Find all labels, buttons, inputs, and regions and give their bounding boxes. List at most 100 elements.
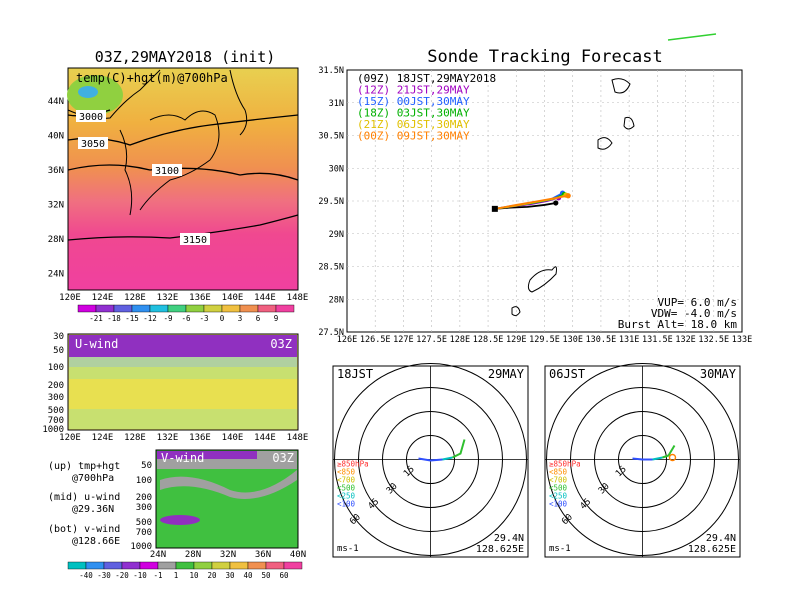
hodograph-time: 18JST xyxy=(337,367,373,381)
island-south xyxy=(511,266,557,317)
track-y-axis: 27.5N 28N 28.5N 29N 29.5N 30N 30.5N 31N 31.5N xyxy=(318,66,344,338)
hodograph-unit: ms-1 xyxy=(337,544,359,554)
init-title: 03Z,29MAY2018 (init) xyxy=(95,48,276,66)
wind-colorbar-cell xyxy=(265,561,285,570)
v-panel-time: 03Z xyxy=(272,451,294,465)
track-x-tick: 131.5E xyxy=(642,335,673,345)
temp-colorbar-label: -18 xyxy=(107,314,121,323)
u-lon-tick: 132E xyxy=(157,433,179,443)
u-wind-band-1 xyxy=(69,367,297,379)
v-panel-label: V-wind xyxy=(161,451,204,465)
hodograph-trace xyxy=(418,457,443,462)
map-lon-tick: 128E xyxy=(124,293,146,303)
u-pressure-tick: 1000 xyxy=(42,425,64,435)
u-wind-band-2 xyxy=(69,379,297,409)
map-lon-axis: 120E 124E 128E 132E 136E 140E 144E 148E xyxy=(59,293,308,303)
track-legend-entry: (09Z) 18JST,29MAY2018 xyxy=(357,72,496,85)
track-x-tick: 128.5E xyxy=(473,335,504,345)
map-lon-tick: 120E xyxy=(59,293,81,303)
wind-colorbar-label: -10 xyxy=(133,571,147,580)
track-y-tick: 30.5N xyxy=(318,132,344,142)
v-wind-gray-band xyxy=(160,470,297,499)
hodograph-level-legend: <250 xyxy=(549,492,568,501)
track-x-tick: 127E xyxy=(393,335,413,345)
hodograph-level-legend: ≥850hPa xyxy=(549,460,581,469)
wind-colorbar-label: 10 xyxy=(189,571,199,580)
wind-colorbar-cell xyxy=(175,561,195,570)
wind-colorbar-cell xyxy=(121,561,141,570)
temp-colorbar-cell xyxy=(113,304,133,313)
u-lon-tick: 136E xyxy=(189,433,211,443)
track-x-axis: 126E 126.5E 127E 127.5E 128E 128.5E 129E 129.5E… xyxy=(337,335,752,345)
v-pressure-tick: 700 xyxy=(136,528,152,538)
track-y-tick: 28.5N xyxy=(318,263,344,273)
legend-bot-1: (bot) v-wind xyxy=(48,524,120,535)
cold-core xyxy=(78,86,98,98)
track-y-tick: 28N xyxy=(329,295,344,305)
track-y-tick: 30N xyxy=(329,164,344,174)
map-lon-tick: 124E xyxy=(92,293,114,303)
temp-colorbar-cell xyxy=(167,304,187,313)
wind-colorbar-label: 20 xyxy=(207,571,217,580)
u-wind-weak xyxy=(69,357,297,367)
v-wind-blob xyxy=(160,515,200,525)
v-lat-tick: 32N xyxy=(220,550,236,560)
island-north xyxy=(597,78,635,150)
temp-colorbar-cell xyxy=(221,304,241,313)
wind-colorbar-cell xyxy=(193,561,213,570)
legend-up-1: (up) tmp+hgt xyxy=(48,461,120,472)
map-lat-tick: 32N xyxy=(48,201,64,211)
label-bg-3000 xyxy=(76,110,106,122)
wind-colorbar-label: 30 xyxy=(225,571,235,580)
v-wind-north xyxy=(157,451,257,459)
track-x-tick: 126.5E xyxy=(360,335,391,345)
u-lon-axis: 120E 124E 128E 132E 136E 140E 144E 148E xyxy=(59,433,308,443)
temp-colorbar-label: -21 xyxy=(89,314,103,323)
temp-map-panel: 03Z,29MAY2018 (init) 3000 3050 3100 3150… xyxy=(48,48,309,303)
hodograph-level-legend: <500 xyxy=(549,484,568,493)
temp-colorbar-cell xyxy=(257,304,277,313)
wind-colorbar-label: -30 xyxy=(97,571,111,580)
wind-colorbar-cell xyxy=(283,561,303,570)
u-panel-time: 03Z xyxy=(270,337,292,351)
hodograph-level-legend: <100 xyxy=(337,500,356,509)
v-lat-tick: 28N xyxy=(185,550,201,560)
temp-colorbar-cell xyxy=(77,304,97,313)
hodograph-unit: ms-1 xyxy=(549,544,571,554)
temp-colorbar: -21 -18 -15 -12 -9 -6 -3 0 3 6 9 xyxy=(77,304,295,323)
temp-colorbar-label: 0 xyxy=(220,314,225,323)
hodograph-level-legend: <100 xyxy=(549,500,568,509)
hodograph-lat: 29.4N xyxy=(706,533,736,544)
u-lon-tick: 148E xyxy=(287,433,309,443)
wind-colorbar-label: 40 xyxy=(243,571,253,580)
vup-text: VUP= 6.0 m/s xyxy=(658,296,737,309)
hodograph-trace xyxy=(452,439,466,459)
map-lat-tick: 24N xyxy=(48,270,64,280)
top-right-mark xyxy=(667,33,717,41)
u-lon-tick: 124E xyxy=(92,433,114,443)
hodograph-level-legend: <700 xyxy=(337,476,356,485)
hodograph-lon: 128.625E xyxy=(476,544,524,555)
wind-colorbar-cell xyxy=(229,561,249,570)
v-lat-tick: 40N xyxy=(290,550,306,560)
temp-colorbar-label: -6 xyxy=(181,314,191,323)
u-pressure-tick: 200 xyxy=(48,381,64,391)
map-lon-tick: 140E xyxy=(222,293,244,303)
temp-colorbar-label: -3 xyxy=(199,314,208,323)
wind-colorbar-cell xyxy=(103,561,123,570)
wind-colorbar-cell xyxy=(67,561,87,570)
contour-label-3100: 3100 xyxy=(155,166,179,177)
v-lat-axis: 24N 28N 32N 36N 40N xyxy=(150,550,306,560)
legend-up-2: @700hPa xyxy=(72,473,114,484)
track-x-tick: 130E xyxy=(562,335,582,345)
track-x-tick: 127.5E xyxy=(416,335,447,345)
u-lon-tick: 120E xyxy=(59,433,81,443)
track-x-tick: 133E xyxy=(732,335,752,345)
launch-point xyxy=(491,205,498,212)
map-lon-tick: 136E xyxy=(189,293,211,303)
hodograph-level-legend: <700 xyxy=(549,476,568,485)
hodograph-level-legend: <850 xyxy=(337,468,356,477)
